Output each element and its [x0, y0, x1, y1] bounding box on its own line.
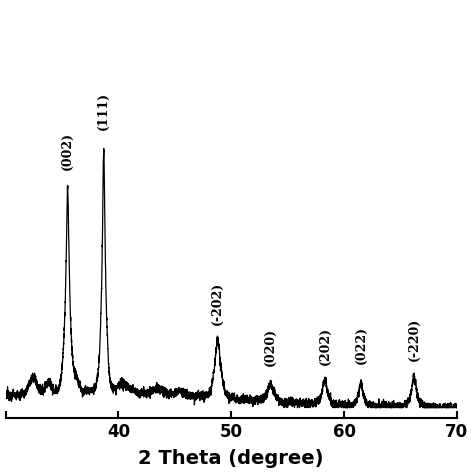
- Text: (022): (022): [355, 326, 367, 365]
- Text: (202): (202): [319, 327, 331, 365]
- Text: (020): (020): [264, 328, 277, 366]
- Text: (-202): (-202): [211, 281, 224, 325]
- X-axis label: 2 Theta (degree): 2 Theta (degree): [138, 449, 324, 468]
- Text: (-220): (-220): [408, 317, 420, 361]
- Text: (002): (002): [61, 132, 74, 170]
- Text: (111): (111): [97, 92, 110, 130]
